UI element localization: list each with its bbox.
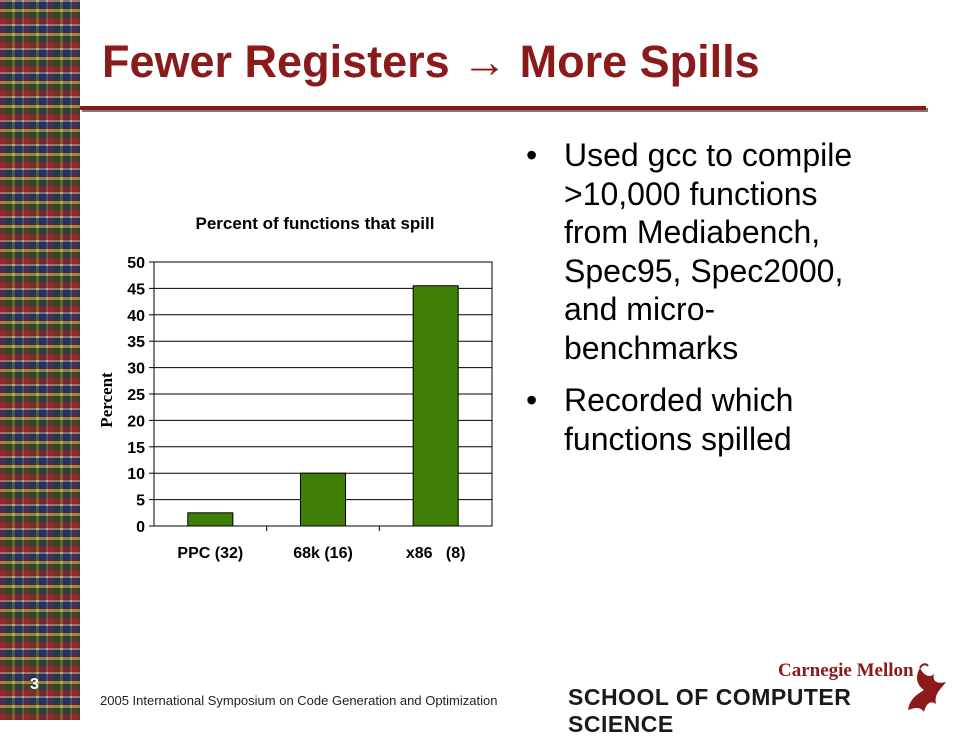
slide-number: 3: [30, 676, 39, 693]
y-tick-label: 0: [136, 519, 145, 536]
bullet-line: >10,000 functions: [564, 175, 818, 212]
bullet-line: Used gcc to compile: [564, 137, 853, 173]
y-tick-label: 35: [127, 334, 145, 351]
bullet-item: • Recorded which functions spilled: [522, 381, 942, 458]
bullet-line: and micro-: [564, 291, 716, 327]
y-tick-label: 10: [127, 466, 145, 483]
bullet-list: • Used gcc to compile >10,000 functions …: [522, 136, 942, 472]
x-tick-label: 68k (16): [293, 545, 353, 562]
bullet-dot-icon: •: [526, 137, 538, 173]
bar-chart: Percent of functions that spill Percent …: [97, 214, 493, 562]
y-tick-label: 40: [127, 308, 145, 325]
footer-conference: 2005 International Symposium on Code Gen…: [100, 693, 498, 708]
bullet-item: • Used gcc to compile >10,000 functions …: [522, 136, 942, 367]
bar: [412, 285, 459, 527]
logo-carnegie-mellon: Carnegie Mellon: [778, 660, 914, 681]
bullet-dot-icon: •: [526, 382, 538, 418]
slide-title: Fewer Registers → More Spills: [102, 36, 760, 87]
bullet-line: Spec95, Spec2000,: [564, 252, 844, 289]
chart-title: Percent of functions that spill: [196, 214, 435, 233]
y-tick-label: 5: [136, 493, 145, 510]
y-axis-label: Percent: [97, 372, 116, 428]
y-tick-label: 50: [127, 255, 145, 272]
y-tick-label: 15: [127, 440, 145, 457]
plaid-sidebar: [0, 0, 80, 720]
bullet-line: functions spilled: [564, 420, 792, 457]
bullet-line: Recorded which: [564, 382, 794, 418]
y-tick-label: 45: [127, 281, 145, 298]
x-tick-label: x86 (8): [406, 545, 466, 562]
y-tick-label: 20: [127, 413, 145, 430]
bullet-line: benchmarks: [564, 329, 739, 366]
y-tick-label: 30: [127, 361, 145, 378]
bullet-line: from Mediabench,: [564, 214, 821, 250]
bar: [187, 512, 234, 527]
bar: [299, 472, 347, 527]
title-underline: [80, 106, 926, 110]
griffin-icon: [908, 663, 946, 712]
x-tick-label: PPC (32): [177, 545, 243, 562]
y-tick-label: 25: [127, 387, 145, 404]
